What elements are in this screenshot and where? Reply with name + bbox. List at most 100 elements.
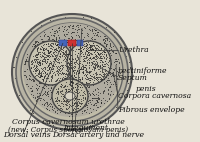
- Point: [28, 67, 31, 69]
- Point: [84, 74, 88, 76]
- Point: [105, 63, 108, 65]
- Point: [40, 79, 43, 81]
- Point: [81, 43, 84, 45]
- Point: [61, 68, 64, 70]
- Point: [81, 86, 84, 88]
- Point: [45, 71, 48, 74]
- Point: [43, 48, 47, 50]
- Point: [57, 72, 60, 74]
- Point: [100, 52, 103, 55]
- Point: [68, 37, 71, 40]
- Point: [75, 103, 78, 105]
- Point: [48, 52, 51, 54]
- Point: [61, 98, 64, 100]
- Point: [16, 69, 19, 71]
- Point: [104, 71, 107, 73]
- Point: [102, 65, 105, 67]
- Point: [63, 68, 66, 70]
- Point: [68, 99, 71, 101]
- Point: [77, 48, 81, 50]
- Point: [53, 50, 57, 53]
- Point: [75, 82, 79, 84]
- Point: [52, 52, 55, 54]
- Point: [94, 99, 98, 101]
- Point: [58, 99, 61, 101]
- Point: [92, 42, 95, 45]
- Point: [67, 82, 70, 84]
- Point: [70, 38, 73, 40]
- Point: [87, 43, 90, 45]
- Point: [73, 95, 77, 97]
- Point: [54, 86, 57, 89]
- Point: [100, 45, 104, 47]
- Point: [101, 50, 105, 52]
- Point: [92, 28, 96, 30]
- Point: [66, 101, 69, 103]
- Point: [83, 53, 87, 56]
- Point: [87, 66, 90, 68]
- Point: [100, 72, 103, 74]
- Point: [85, 56, 89, 58]
- Point: [40, 49, 43, 51]
- Point: [76, 99, 79, 102]
- Point: [99, 79, 103, 81]
- Point: [75, 89, 78, 92]
- Point: [33, 59, 36, 61]
- Point: [75, 55, 78, 57]
- Point: [79, 44, 82, 46]
- Point: [84, 46, 87, 49]
- Point: [74, 98, 77, 100]
- Point: [102, 73, 105, 75]
- Point: [50, 54, 54, 57]
- Point: [105, 81, 109, 83]
- Point: [82, 109, 85, 111]
- Point: [59, 106, 62, 109]
- Point: [84, 59, 87, 62]
- Point: [93, 66, 97, 69]
- Text: Fibrous envelope: Fibrous envelope: [118, 106, 185, 114]
- Point: [39, 82, 43, 84]
- Point: [60, 51, 64, 54]
- Point: [74, 59, 77, 62]
- Point: [99, 102, 102, 104]
- Point: [67, 68, 71, 70]
- Point: [79, 49, 82, 52]
- Point: [48, 65, 51, 67]
- Point: [34, 69, 37, 71]
- Point: [34, 52, 37, 54]
- Point: [39, 71, 42, 73]
- Point: [35, 69, 38, 71]
- Point: [100, 102, 103, 104]
- Point: [100, 52, 103, 54]
- Point: [65, 89, 68, 92]
- Point: [64, 91, 68, 93]
- Point: [46, 90, 50, 92]
- Point: [61, 47, 64, 49]
- Point: [72, 70, 75, 73]
- Point: [90, 77, 93, 79]
- Point: [91, 28, 94, 30]
- Point: [99, 63, 102, 65]
- Point: [63, 112, 66, 114]
- Point: [46, 35, 49, 37]
- Point: [53, 48, 56, 50]
- Point: [93, 103, 96, 105]
- Point: [91, 30, 94, 32]
- Point: [75, 102, 78, 104]
- Point: [81, 60, 84, 62]
- Point: [95, 49, 98, 51]
- Point: [64, 73, 67, 75]
- Point: [63, 38, 66, 41]
- Point: [35, 66, 38, 68]
- Point: [55, 97, 59, 99]
- Point: [93, 76, 96, 78]
- Point: [87, 51, 90, 53]
- Point: [66, 112, 69, 114]
- Point: [42, 49, 46, 51]
- Point: [76, 90, 79, 92]
- Point: [30, 66, 33, 68]
- Point: [68, 58, 71, 60]
- Point: [79, 54, 83, 56]
- Point: [92, 104, 95, 106]
- Point: [62, 100, 65, 103]
